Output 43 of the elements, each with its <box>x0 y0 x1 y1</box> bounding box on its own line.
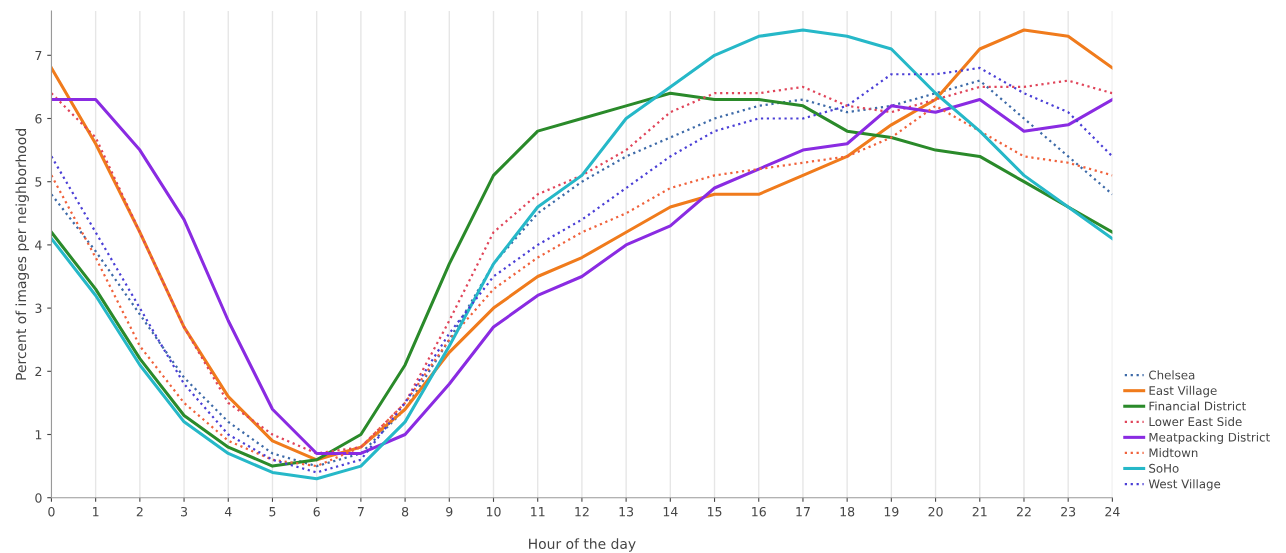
legend-label: Midtown <box>1149 448 1198 458</box>
x-tick-label: 2 <box>136 506 143 517</box>
y-tick-label: 1 <box>35 430 42 440</box>
legend-label: SoHo <box>1149 463 1179 473</box>
x-tick-label: 17 <box>796 507 810 517</box>
x-tick-label: 6 <box>313 506 320 517</box>
x-tick-label: 16 <box>752 506 766 517</box>
x-tick-label: 22 <box>1016 506 1031 517</box>
x-axis-title: Hour of the day <box>529 538 636 552</box>
y-tick-label: 2 <box>35 366 42 377</box>
x-tick-label: 11 <box>531 507 545 517</box>
legend-label: Meatpacking District <box>1149 432 1270 444</box>
x-tick-label: 1 <box>93 507 99 517</box>
y-tick-label: 7 <box>35 50 42 61</box>
x-tick-label: 18 <box>840 506 855 517</box>
x-tick-label: 24 <box>1105 506 1120 517</box>
legend-label: Lower East Side <box>1149 416 1242 427</box>
x-tick-label: 21 <box>972 506 987 517</box>
x-tick-label: 3 <box>181 506 188 517</box>
x-tick-label: 15 <box>707 507 722 517</box>
x-tick-label: 10 <box>486 506 501 517</box>
x-tick-label: 23 <box>1061 506 1076 517</box>
x-tick-label: 13 <box>619 506 634 517</box>
x-tick-label: 19 <box>884 506 899 517</box>
x-tick-label: 14 <box>663 507 678 517</box>
y-tick-label: 0 <box>35 493 42 503</box>
x-tick-label: 5 <box>269 507 276 517</box>
legend-label: Financial District <box>1149 401 1246 411</box>
x-tick-label: 20 <box>928 506 943 517</box>
y-tick-label: 4 <box>35 240 42 250</box>
y-tick-label: 6 <box>35 113 42 124</box>
x-tick-label: 8 <box>401 506 409 517</box>
x-tick-label: 12 <box>575 506 589 517</box>
legend-label: Chelsea <box>1149 370 1195 380</box>
y-tick-label: 5 <box>35 177 42 187</box>
y-axis-title: Percent of images per neighborhood <box>15 129 29 380</box>
x-tick-label: 0 <box>48 506 55 517</box>
x-tick-label: 4 <box>224 507 232 517</box>
x-tick-label: 7 <box>357 507 364 517</box>
legend-label: East Village <box>1149 385 1217 398</box>
y-tick-label: 3 <box>35 303 42 314</box>
legend-label: West Village <box>1148 479 1221 491</box>
x-tick-label: 9 <box>446 506 453 517</box>
